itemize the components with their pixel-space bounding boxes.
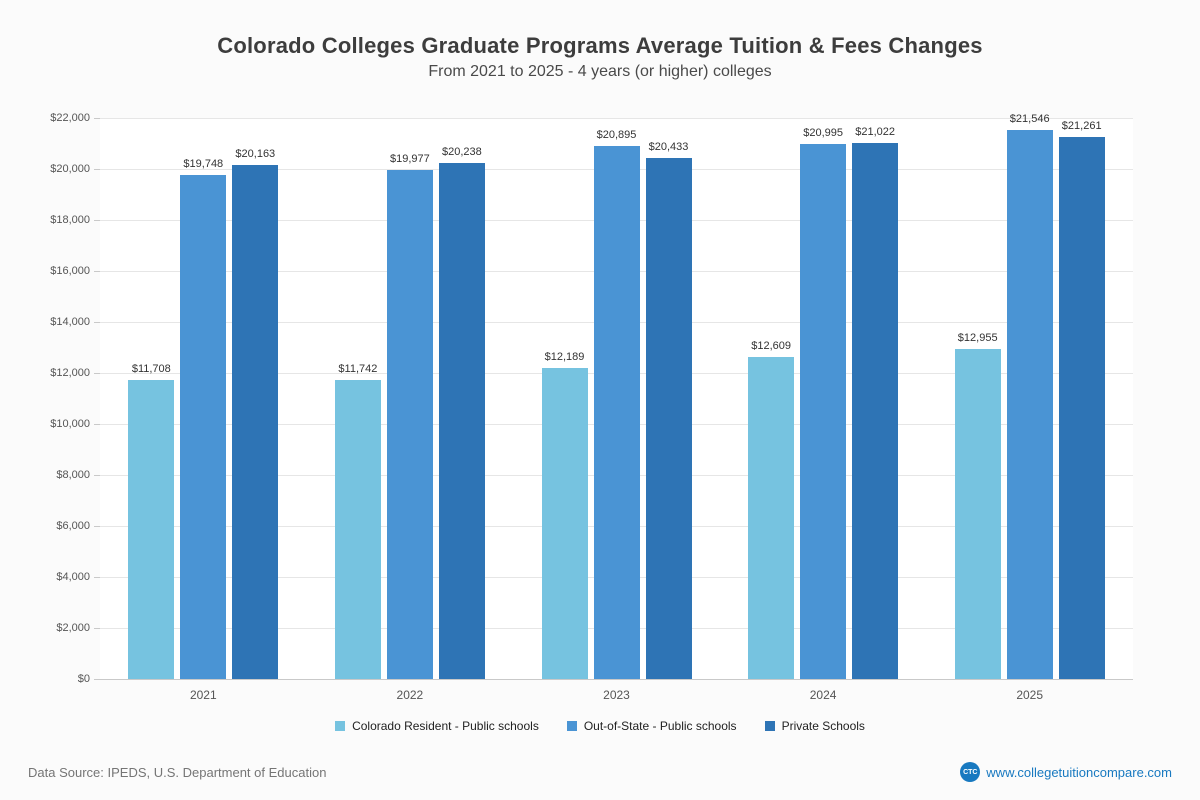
y-tick-label: $2,000 <box>56 622 90 634</box>
y-tick-label: $4,000 <box>56 571 90 583</box>
legend-item-0[interactable]: Colorado Resident - Public schools <box>335 719 539 733</box>
bar-2025-series-2 <box>1058 136 1105 679</box>
bar-2022-series-2 <box>438 162 485 679</box>
legend-label: Out-of-State - Public schools <box>583 719 737 733</box>
website-url: www.collegetuitioncompare.com <box>986 764 1172 780</box>
y-tick-label: $16,000 <box>50 265 90 277</box>
gridline <box>100 117 1133 119</box>
bar-2023-series-2 <box>645 157 692 679</box>
legend-swatch-icon <box>566 721 577 731</box>
bar-2023-series-1 <box>593 146 640 679</box>
bar-value-label: $12,189 <box>544 351 585 364</box>
legend-item-2[interactable]: Private Schools <box>764 719 865 733</box>
y-axis-tick <box>94 372 100 374</box>
ctc-logo-icon: CTC <box>960 762 981 782</box>
bar-2025-series-0 <box>954 348 1001 679</box>
legend-swatch-icon <box>335 721 346 731</box>
y-axis-tick <box>94 678 100 680</box>
bar-value-label: $12,609 <box>751 340 791 353</box>
y-axis-tick <box>94 627 100 629</box>
bar-value-label: $20,895 <box>596 129 637 142</box>
bar-value-label: $21,261 <box>1061 119 1102 132</box>
y-axis-tick <box>94 525 100 527</box>
x-tick-label: 2022 <box>396 688 424 702</box>
bar-value-label: $20,238 <box>442 145 482 158</box>
y-axis-tick <box>94 423 100 425</box>
y-axis-tick <box>94 474 100 476</box>
bar-value-label: $20,163 <box>235 147 276 160</box>
y-tick-label: $6,000 <box>56 520 90 532</box>
y-tick-label: $10,000 <box>50 418 90 430</box>
y-axis-tick <box>94 321 100 323</box>
website-link[interactable]: CTC www.collegetuitioncompare.com <box>960 762 1172 782</box>
bar-2025-series-1 <box>1006 129 1053 679</box>
bar-2021-series-1 <box>180 175 227 679</box>
y-tick-label: $8,000 <box>56 469 90 481</box>
x-tick-label: 2024 <box>809 688 837 702</box>
bar-2022-series-1 <box>386 169 433 679</box>
bar-2024-series-0 <box>748 357 795 679</box>
bar-value-label: $20,433 <box>648 140 689 153</box>
bar-value-label: $20,995 <box>803 126 843 139</box>
legend-swatch-icon <box>764 721 775 731</box>
x-axis-line <box>100 679 1133 680</box>
y-tick-label: $14,000 <box>50 316 90 328</box>
legend-item-1[interactable]: Out-of-State - Public schools <box>566 719 737 733</box>
chart-title: Colorado Colleges Graduate Programs Aver… <box>217 33 983 58</box>
y-tick-label: $12,000 <box>50 367 90 379</box>
legend-label: Private Schools <box>781 719 865 733</box>
bar-2024-series-2 <box>852 142 899 679</box>
bar-value-label: $19,748 <box>183 158 224 171</box>
bar-value-label: $11,708 <box>131 363 171 376</box>
x-tick-label: 2023 <box>603 688 630 702</box>
y-axis-tick <box>94 576 100 578</box>
bar-2021-series-0 <box>128 380 175 679</box>
y-axis-tick <box>94 168 100 170</box>
bar-value-label: $19,977 <box>390 152 430 165</box>
bar-2024-series-1 <box>800 143 847 679</box>
bar-value-label: $21,022 <box>855 125 895 138</box>
y-tick-label: $22,000 <box>50 112 90 124</box>
bar-2021-series-2 <box>232 164 279 679</box>
y-tick-label: $20,000 <box>50 163 90 175</box>
x-tick-label: 2025 <box>1016 688 1044 702</box>
legend-label: Colorado Resident - Public schools <box>352 719 539 733</box>
y-axis-tick <box>94 219 100 221</box>
data-source-text: Data Source: IPEDS, U.S. Department of E… <box>28 765 327 780</box>
y-axis-tick <box>94 117 100 119</box>
y-tick-label: $18,000 <box>50 214 90 226</box>
bar-2022-series-0 <box>334 379 381 679</box>
bar-value-label: $11,742 <box>338 362 378 375</box>
bar-value-label: $21,546 <box>1009 112 1050 125</box>
y-axis-tick <box>94 270 100 272</box>
x-tick-label: 2021 <box>189 688 217 702</box>
chart-subtitle: From 2021 to 2025 - 4 years (or higher) … <box>428 63 772 80</box>
legend: Colorado Resident - Public schools Out-of… <box>0 719 1200 733</box>
bar-2023-series-0 <box>541 368 588 679</box>
y-tick-label: $0 <box>77 673 90 685</box>
bar-value-label: $12,955 <box>957 331 998 344</box>
